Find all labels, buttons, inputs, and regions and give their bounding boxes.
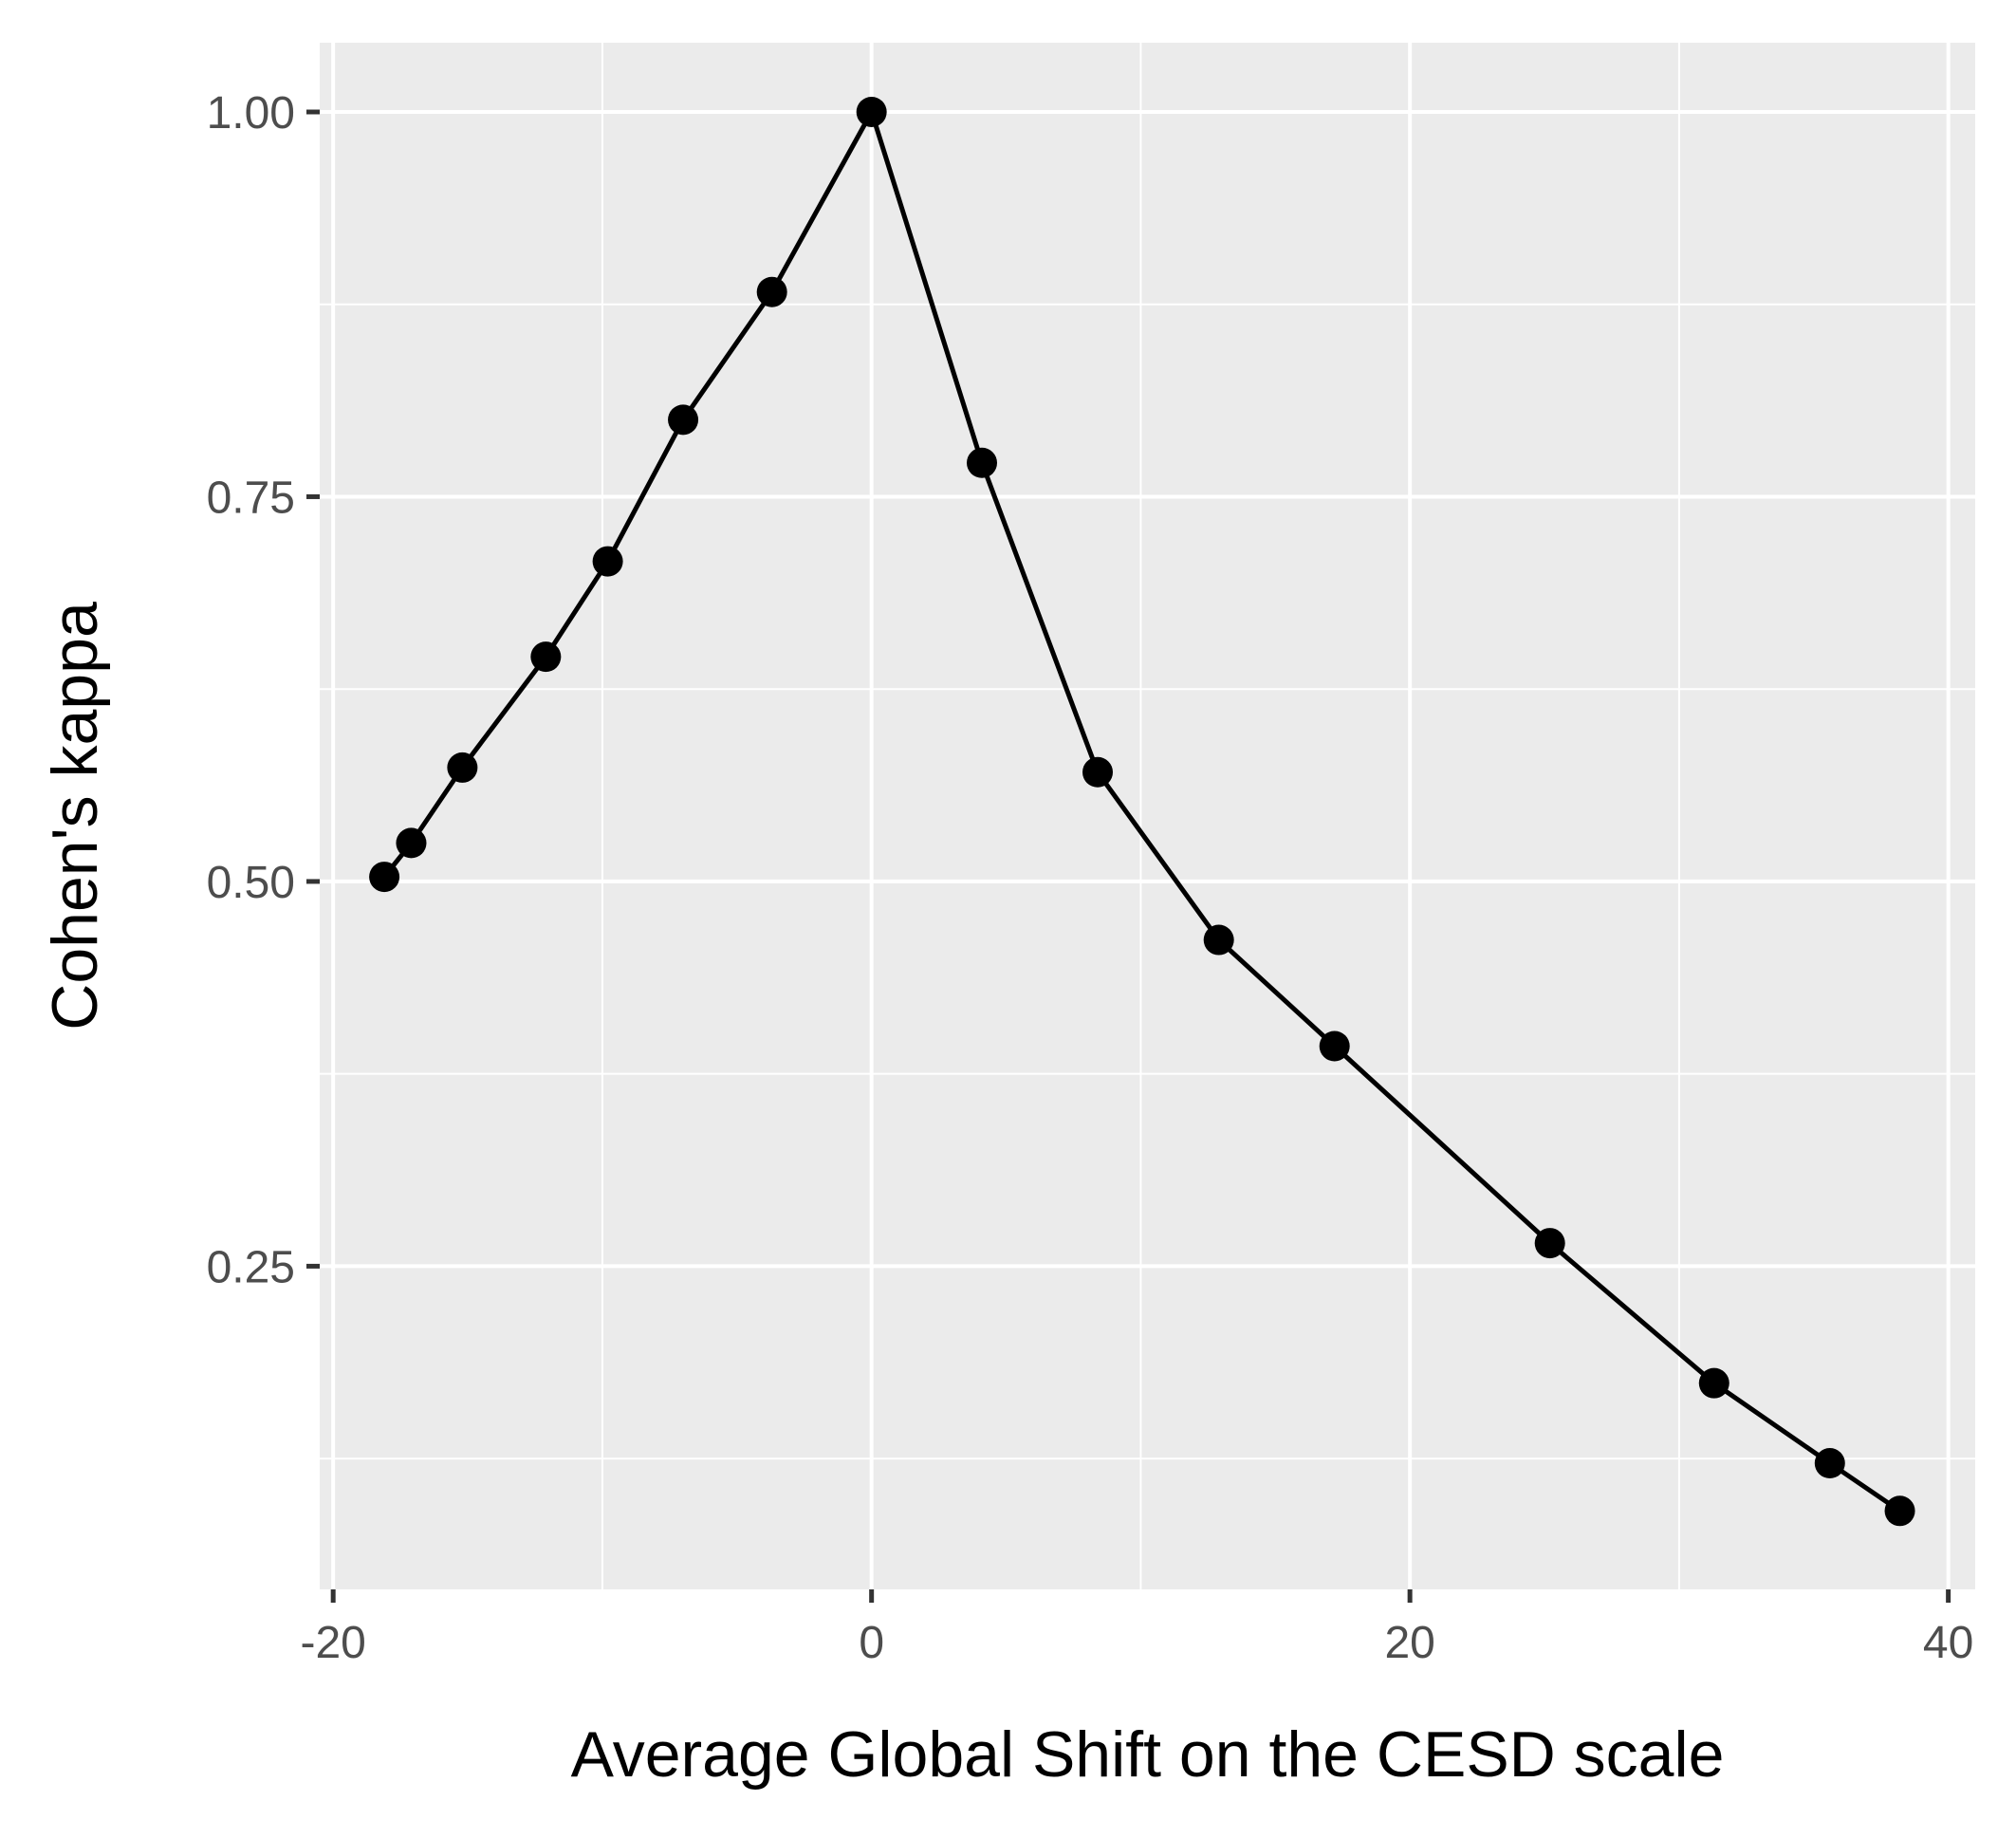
plot-panel	[320, 43, 1975, 1589]
data-point	[756, 276, 787, 307]
data-point	[1319, 1030, 1350, 1062]
y-tick-label: 0.50	[207, 858, 295, 908]
x-tick-label: -20	[300, 1618, 365, 1668]
data-point	[396, 827, 427, 859]
y-axis-title: Cohen's kappa	[39, 602, 111, 1030]
data-point	[1534, 1228, 1565, 1259]
data-point	[1884, 1495, 1915, 1527]
x-tick-label: 0	[859, 1618, 884, 1668]
x-tick-label: 40	[1923, 1618, 1973, 1668]
y-axis: 0.25 0.50 0.75 1.00	[207, 88, 320, 1292]
y-tick-label: 0.75	[207, 473, 295, 523]
data-point	[1698, 1367, 1729, 1399]
data-point	[967, 447, 997, 478]
data-series	[369, 96, 1915, 1527]
data-point	[1082, 756, 1114, 788]
data-point	[592, 546, 623, 577]
data-point	[668, 404, 699, 436]
data-point	[369, 862, 400, 893]
data-point	[1814, 1448, 1845, 1479]
y-tick-label: 1.00	[207, 88, 295, 139]
data-point	[530, 641, 562, 673]
minor-gridlines	[320, 43, 1975, 1589]
series-line	[382, 109, 1902, 1513]
major-gridlines	[320, 43, 1975, 1589]
data-point	[856, 96, 887, 127]
data-point	[447, 752, 478, 783]
x-axis: -20 0 20 40	[300, 1589, 1973, 1668]
data-point	[1203, 924, 1234, 956]
y-tick-label: 0.25	[207, 1242, 295, 1292]
x-axis-title: Average Global Shift on the CESD scale	[571, 1718, 1725, 1791]
x-tick-label: 20	[1384, 1618, 1434, 1668]
